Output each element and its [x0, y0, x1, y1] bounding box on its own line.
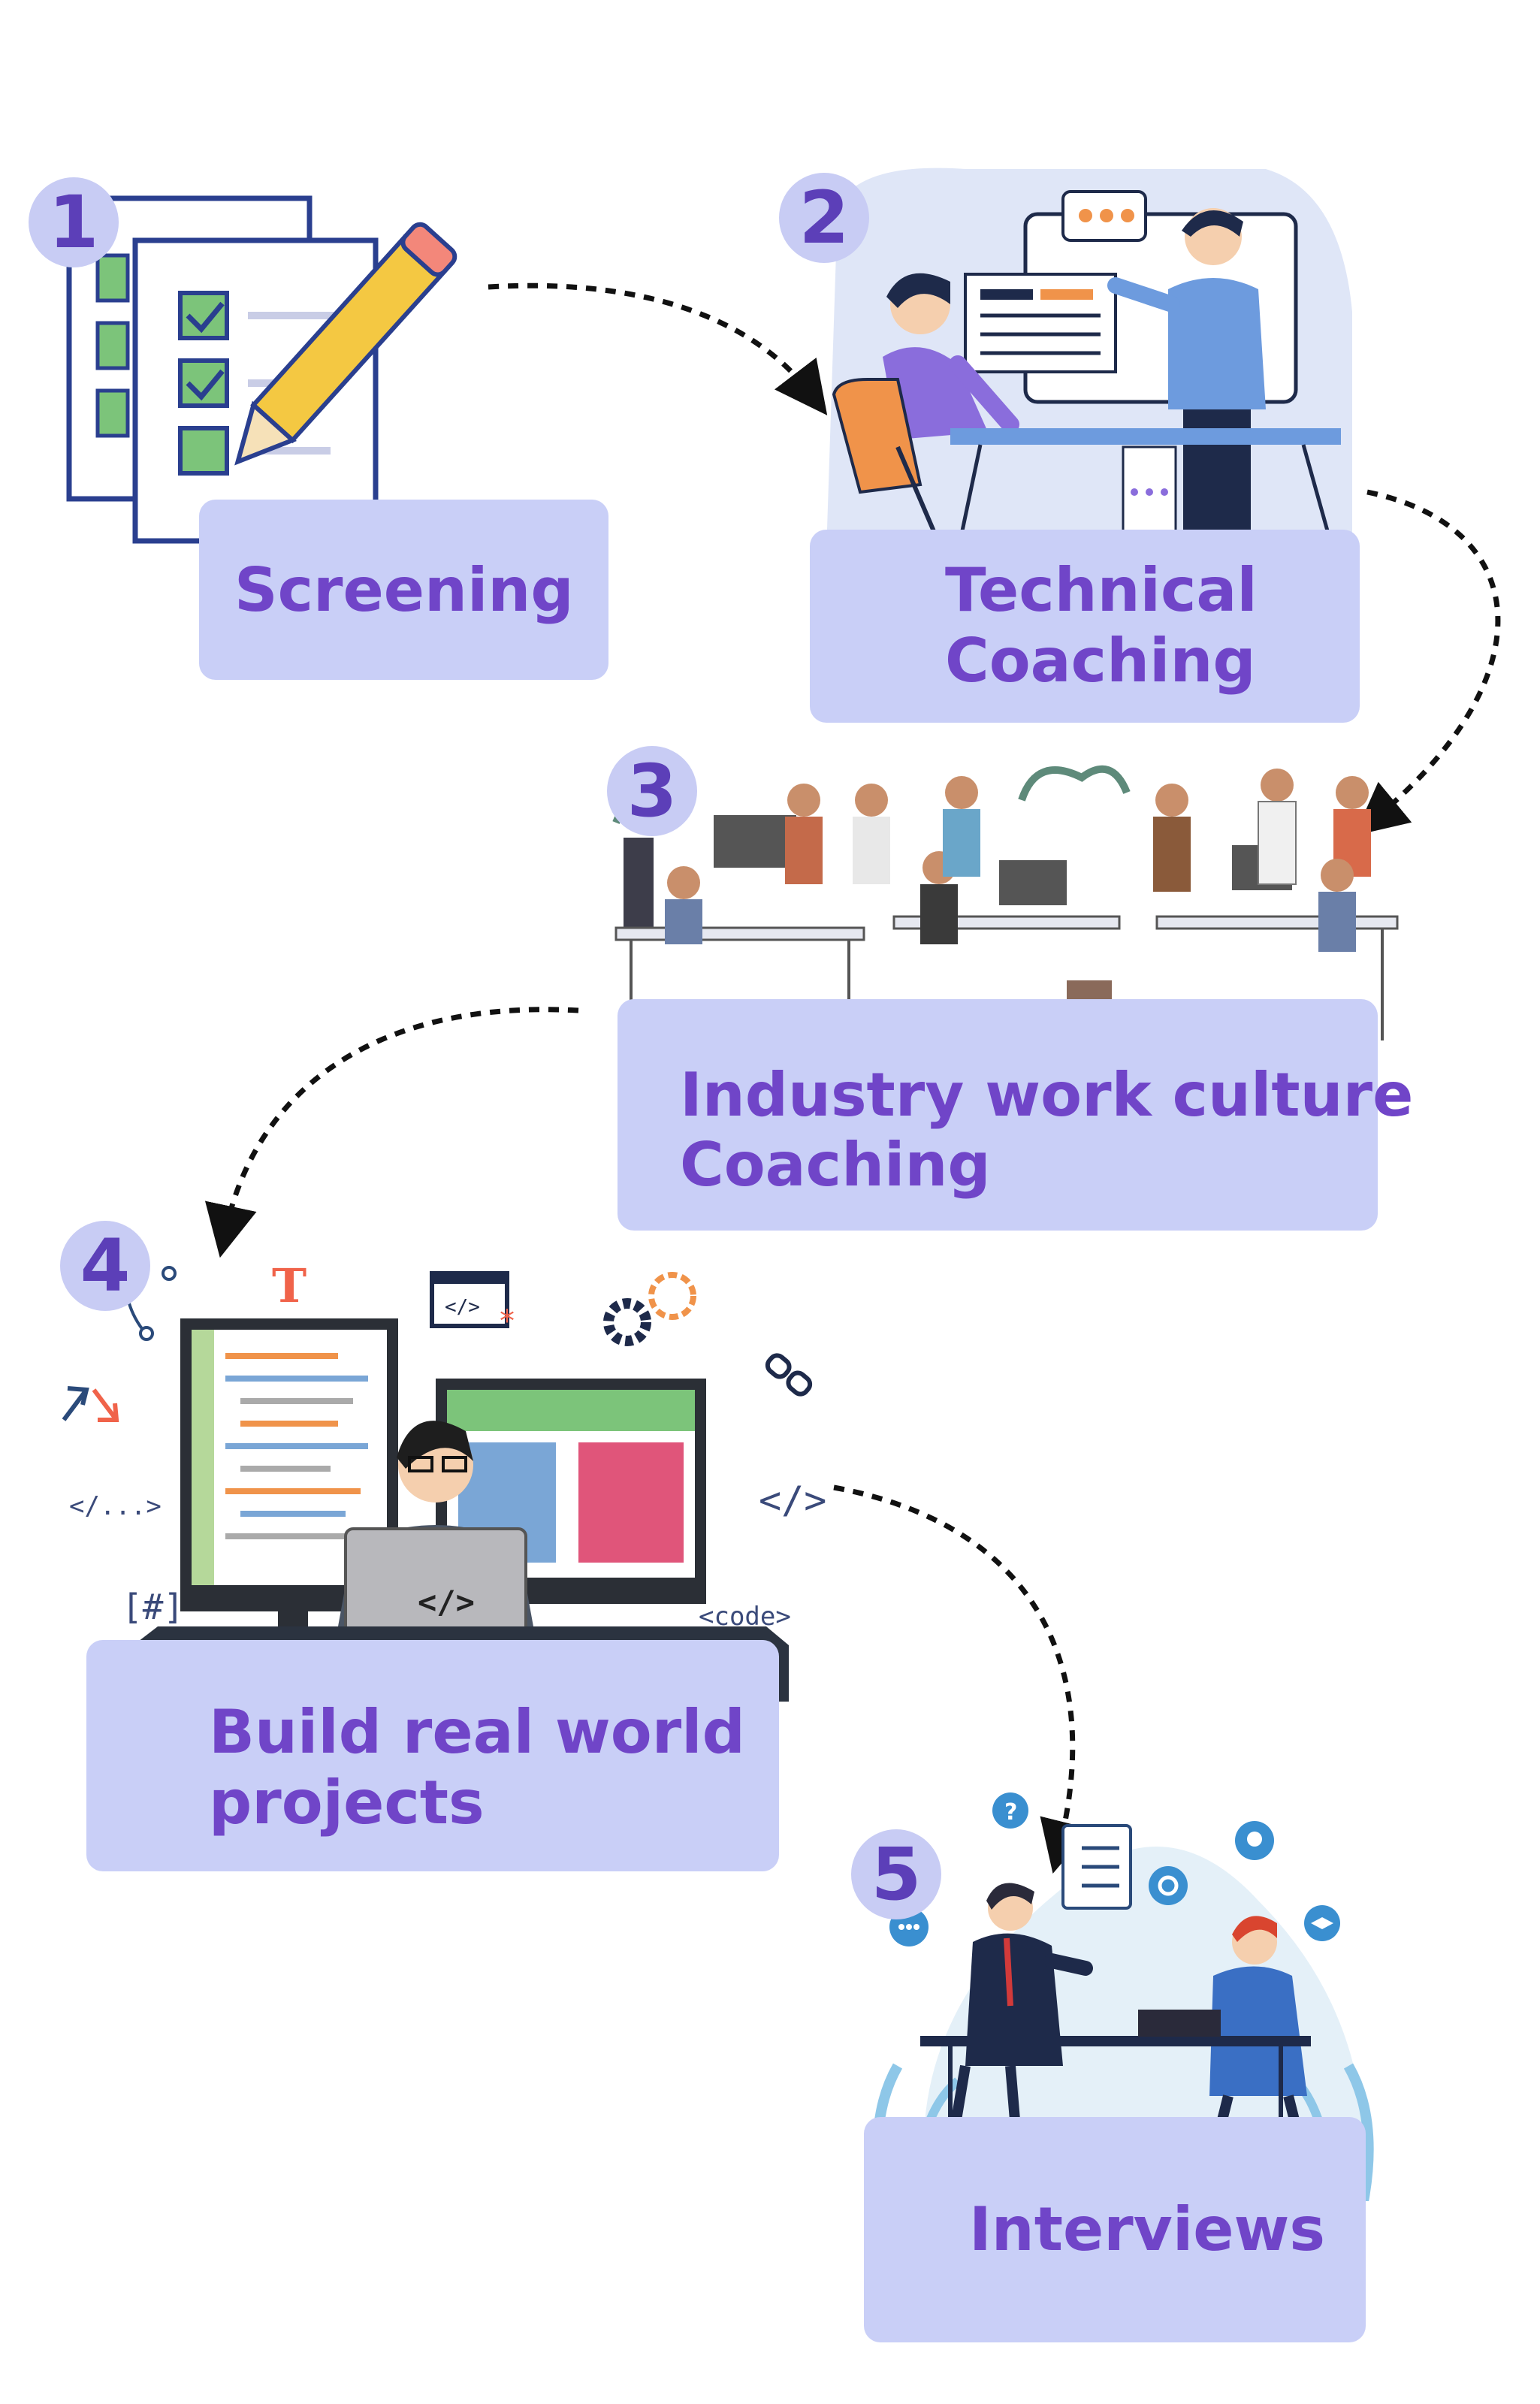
step-2-label-line-2: Coaching [945, 626, 1256, 696]
step-1-badge: 1 [29, 177, 119, 267]
step-2-badge: 2 [779, 173, 869, 263]
step-4-badge: 4 [60, 1221, 150, 1311]
technical-coaching-illustration [826, 168, 1352, 552]
type-icon: T [272, 1258, 307, 1313]
code-tag-text: <code> [699, 1602, 791, 1632]
laptop-code-tag: </> [418, 1584, 475, 1620]
interview-meeting-illustration: ? [872, 1792, 1374, 2201]
step-5-label: Interviews [969, 2194, 1326, 2264]
arrow-1-to-2 [488, 282, 828, 415]
step-3-badge: 3 [607, 746, 697, 836]
step-1-box [199, 500, 608, 680]
gear-icon [603, 1272, 696, 1346]
developer-workstation-illustration [113, 1318, 789, 1702]
svg-text:*: * [500, 1304, 515, 1337]
arrow-3-to-4 [204, 1007, 579, 1258]
step-3-box [618, 999, 1378, 1231]
step-1-label: Screening [234, 555, 574, 625]
step-3-label-line-1: Industry work culture [680, 1060, 1414, 1130]
step-2-label-line-1: Technical [945, 555, 1258, 625]
svg-text:</>: </> [445, 1296, 480, 1318]
swap-arrows-icon [62, 1386, 119, 1422]
step-4-label-line-2: projects [209, 1768, 485, 1838]
step-5-box [864, 2117, 1366, 2342]
slash-tag-text: </> [759, 1478, 827, 1522]
checklist-pencil-illustration [66, 195, 457, 544]
step-5-badge: 5 [851, 1829, 941, 1919]
step-4-box [86, 1640, 779, 1871]
step-4-label-line-1: Build real world [209, 1697, 745, 1767]
step-2-box [810, 530, 1360, 723]
step-3-label-line-2: Coaching [680, 1130, 991, 1200]
link-icon [765, 1353, 813, 1397]
arrow-4-to-5 [833, 1484, 1092, 1874]
hash-tag-text: [#] [122, 1587, 185, 1627]
svg-text:?: ? [1004, 1799, 1017, 1826]
close-tag-text: </...> [69, 1491, 162, 1521]
arrow-2-to-3 [1354, 489, 1501, 836]
code-window-icon: </> * [430, 1271, 515, 1337]
